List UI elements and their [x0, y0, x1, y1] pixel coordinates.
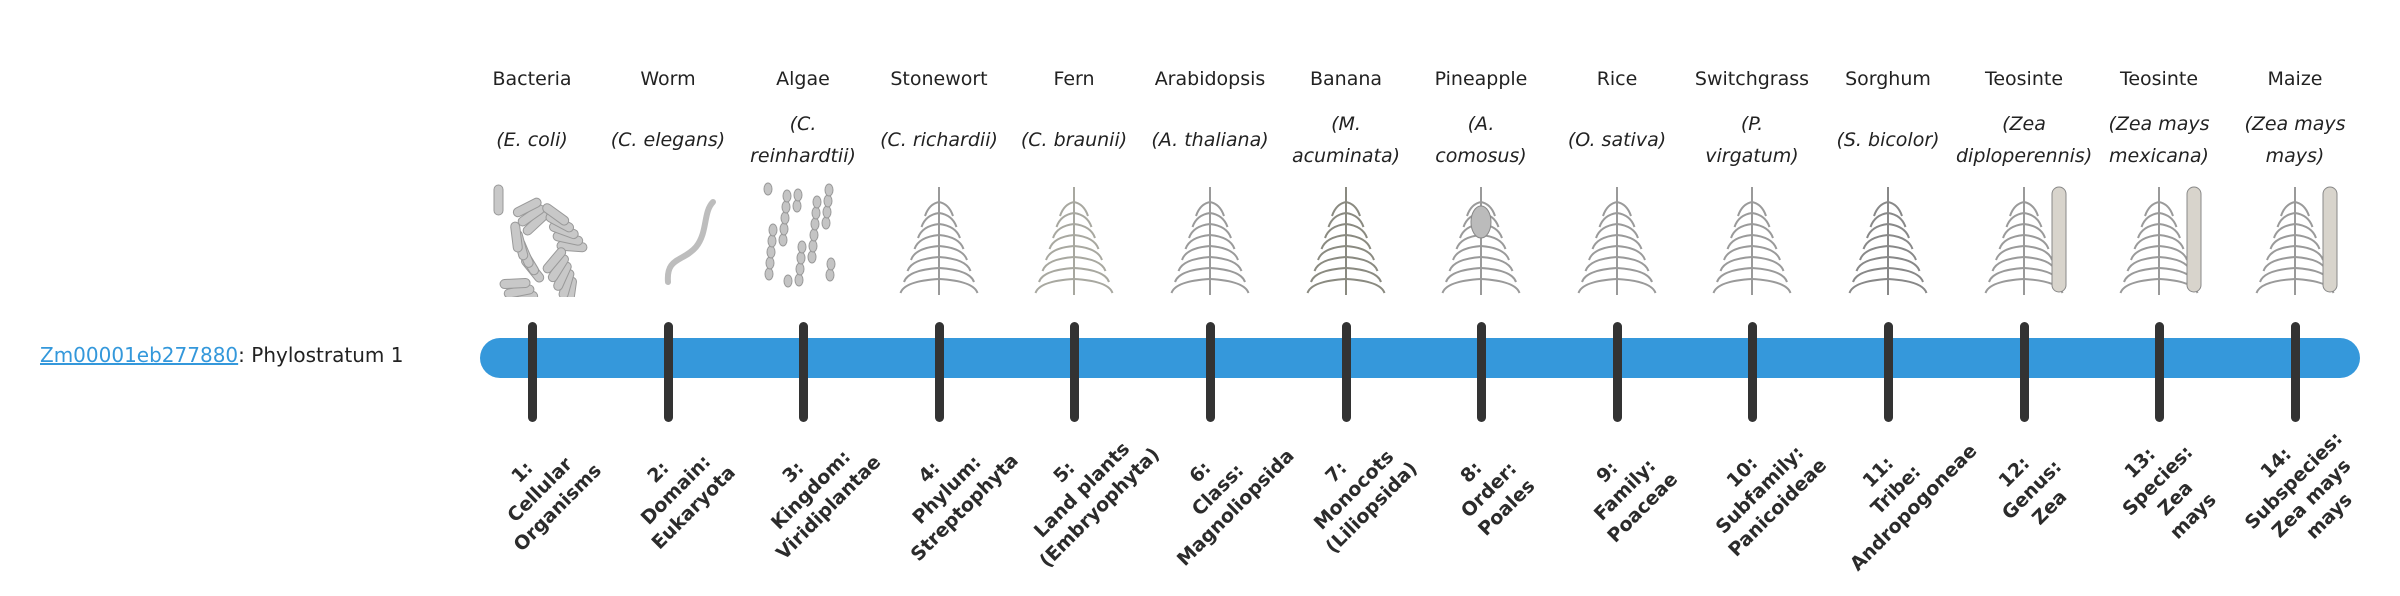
scientific-name-line: (Zea mays	[2244, 113, 2346, 135]
maize-icon	[2227, 177, 2363, 297]
organism-scientific-name: (A. comosus)	[1413, 104, 1549, 176]
banana-icon	[1278, 177, 1414, 297]
stratum-tick-mark	[799, 322, 808, 422]
stratum-tick-mark	[1884, 322, 1893, 422]
rice-icon	[1549, 177, 1685, 297]
scientific-name-line: (C.	[789, 113, 817, 135]
stratum-tick-mark	[1613, 322, 1622, 422]
organism-common-name: Pineapple	[1434, 68, 1528, 90]
organism-scientific-name: (Zea mays mexicana)	[2091, 104, 2227, 176]
organism-scientific-name: (S. bicolor)	[1820, 104, 1956, 176]
stratum-tick-mark	[1070, 322, 1079, 422]
organism-scientific-name: (E. coli)	[464, 104, 600, 176]
scientific-name-line: (C. elegans)	[610, 129, 726, 151]
stratum-tick-mark	[1748, 322, 1757, 422]
scientific-name-line: (S. bicolor)	[1836, 129, 1940, 151]
teosinte-icon	[1956, 177, 2092, 297]
organism-scientific-name: (A. thaliana)	[1142, 104, 1278, 176]
organism-scientific-name: (Zea diploperennis)	[1956, 104, 2092, 176]
gene-id-link[interactable]: Zm00001eb277880	[40, 343, 239, 367]
stratum-tick-mark	[1477, 322, 1486, 422]
phylostratum-text: : Phylostratum 1	[238, 343, 404, 367]
stratum-tick-mark	[1206, 322, 1215, 422]
scientific-name-line: (Zea	[2002, 113, 2046, 135]
organism-scientific-name: (C. reinhardtii)	[735, 104, 871, 176]
organism-scientific-name: (C. richardii)	[871, 104, 1007, 176]
scientific-name-line: (A.	[1467, 113, 1495, 135]
worm-icon	[600, 177, 736, 297]
organism-common-name: Stonewort	[890, 68, 988, 90]
scientific-name-line: mexicana)	[2109, 145, 2209, 167]
phylostrata-timeline-bar	[480, 338, 2360, 378]
organism-common-name: Fern	[1053, 68, 1095, 90]
organism-scientific-name: (Zea mays mays)	[2227, 104, 2363, 176]
organism-scientific-name: (O. sativa)	[1549, 104, 1685, 176]
scientific-name-line: (A. thaliana)	[1151, 129, 1269, 151]
stratum-tick-mark	[1342, 322, 1351, 422]
algae-icon	[735, 177, 871, 297]
organism-scientific-name: (P. virgatum)	[1684, 104, 1820, 176]
scientific-name-line: acuminata)	[1291, 145, 1401, 167]
organism-common-name: Rice	[1596, 68, 1638, 90]
scientific-name-line: (C. richardii)	[880, 129, 998, 151]
switchgrass-icon	[1684, 177, 1820, 297]
organism-common-name: Teosinte	[2119, 68, 2199, 90]
organism-common-name: Maize	[2267, 68, 2323, 90]
stratum-tick-mark	[2291, 322, 2300, 422]
scientific-name-line: reinhardtii)	[750, 145, 856, 167]
organism-common-name: Worm	[640, 68, 696, 90]
arabidopsis-icon	[1142, 177, 1278, 297]
organism-common-name: Switchgrass	[1694, 68, 1810, 90]
organism-scientific-name: (M. acuminata)	[1278, 104, 1414, 176]
organism-common-name: Algae	[776, 68, 830, 90]
scientific-name-line: (Zea mays	[2108, 113, 2210, 135]
scientific-name-line: (E. coli)	[496, 129, 568, 151]
fern-icon	[1006, 177, 1142, 297]
stratum-tick-mark	[2155, 322, 2164, 422]
stratum-tick-mark	[935, 322, 944, 422]
scientific-name-line: comosus)	[1435, 145, 1527, 167]
organism-common-name: Arabidopsis	[1154, 68, 1266, 90]
organism-scientific-name: (C. elegans)	[600, 104, 736, 176]
scientific-name-line: mays)	[2265, 145, 2325, 167]
organism-common-name: Teosinte	[1984, 68, 2064, 90]
bacteria-icon	[464, 177, 600, 308]
scientific-name-line: (M.	[1331, 113, 1361, 135]
organism-scientific-name: (C. braunii)	[1006, 104, 1142, 176]
pineapple-icon	[1413, 177, 1549, 297]
scientific-name-line: (O. sativa)	[1567, 129, 1667, 151]
sorghum-icon	[1820, 177, 1956, 297]
stratum-tick-mark	[528, 322, 537, 422]
scientific-name-line: diploperennis)	[1956, 145, 2093, 167]
gene-label: Zm00001eb277880: Phylostratum 1	[40, 343, 403, 367]
stratum-tick-mark	[2020, 322, 2029, 422]
organism-common-name: Sorghum	[1845, 68, 1931, 90]
organism-common-name: Banana	[1309, 68, 1383, 90]
teosinte-mexicana-icon	[2091, 177, 2227, 297]
organism-common-name: Bacteria	[492, 68, 572, 90]
stonewort-icon	[871, 177, 1007, 297]
stratum-tick-mark	[664, 322, 673, 422]
scientific-name-line: (C. braunii)	[1020, 129, 1128, 151]
scientific-name-line: (P.	[1740, 113, 1764, 135]
scientific-name-line: virgatum)	[1705, 145, 1799, 167]
